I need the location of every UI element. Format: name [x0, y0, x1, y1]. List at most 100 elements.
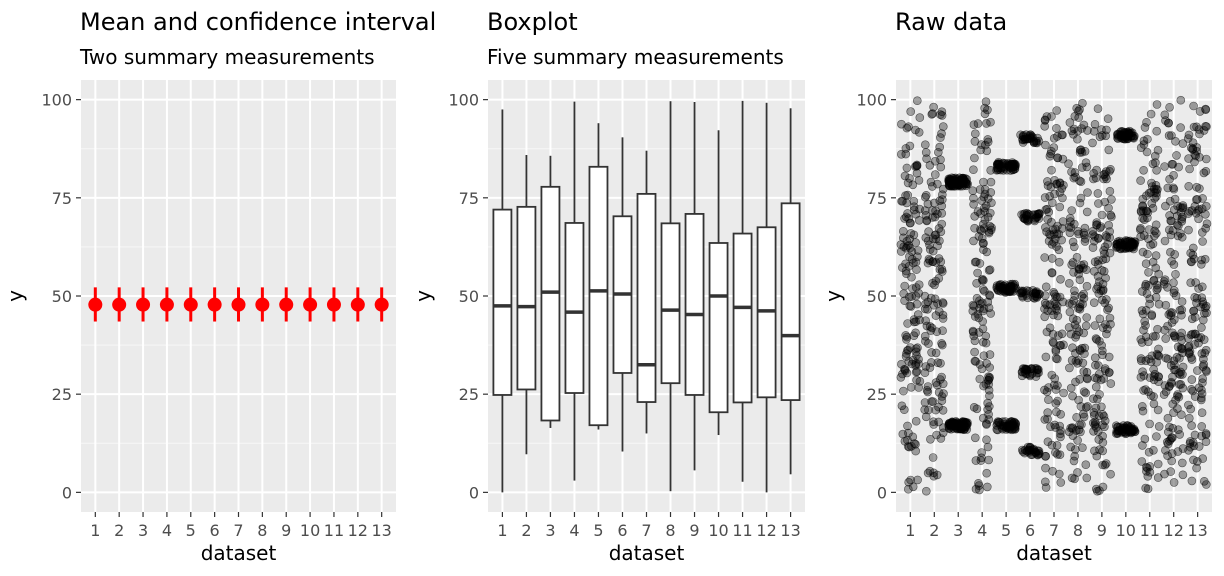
data-point: [1113, 422, 1122, 432]
data-point: [1080, 237, 1090, 246]
box-body: [492, 208, 513, 396]
data-point: [1079, 120, 1089, 130]
data-point: [931, 348, 941, 358]
data-point: [1201, 301, 1211, 311]
data-point: [1145, 419, 1154, 429]
data-point: [958, 417, 967, 427]
data-point: [1198, 237, 1207, 246]
data-point: [985, 391, 994, 401]
data-point: [933, 299, 942, 308]
data-point: [1139, 325, 1148, 335]
data-point: [1184, 348, 1194, 357]
data-point: [900, 171, 910, 181]
data-point: [1031, 291, 1040, 301]
data-point: [1174, 425, 1183, 435]
x-tick-label: 12: [1164, 521, 1184, 540]
data-point: [1023, 293, 1032, 303]
data-point: [1189, 441, 1199, 451]
data-point: [905, 243, 915, 253]
data-point: [1099, 374, 1108, 383]
data-point: [981, 97, 991, 106]
data-point: [907, 359, 917, 369]
data-point: [1164, 131, 1174, 140]
data-point: [979, 351, 989, 361]
data-point: [1052, 242, 1061, 251]
data-point: [999, 286, 1008, 296]
data-point: [905, 301, 915, 311]
data-point: [975, 185, 985, 194]
data-point: [1151, 331, 1160, 341]
data-point: [1144, 267, 1153, 277]
data-point: [1187, 421, 1196, 430]
data-point: [1142, 191, 1151, 200]
data-point: [927, 358, 936, 367]
data-point: [1197, 293, 1207, 303]
data-point: [896, 150, 906, 159]
points-dataset-4: [968, 97, 996, 495]
data-point: [1075, 145, 1085, 155]
data-point: [1058, 130, 1067, 140]
points-dataset-9: [1088, 104, 1116, 496]
data-point: [1130, 237, 1140, 247]
data-point: [1056, 478, 1066, 487]
data-point: [960, 176, 969, 186]
data-point: [1045, 323, 1055, 333]
data-point: [1198, 228, 1207, 237]
data-point: [980, 286, 989, 296]
y-axis-label: y: [3, 290, 27, 302]
data-point: [930, 170, 940, 179]
data-point: [1197, 259, 1206, 269]
data-point: [1083, 402, 1092, 411]
data-point: [1193, 457, 1202, 466]
data-point: [1100, 242, 1110, 252]
x-tick-label: 12: [348, 521, 368, 540]
y-tick-label: 0: [877, 483, 887, 502]
data-point: [1116, 130, 1126, 140]
data-point: [904, 240, 914, 250]
data-point: [915, 204, 924, 214]
data-point: [1197, 349, 1207, 358]
y-axis-label: y: [821, 290, 845, 302]
data-point: [1056, 426, 1065, 436]
data-point: [1150, 194, 1159, 203]
data-point: [921, 336, 930, 346]
data-point: [929, 420, 939, 429]
data-point: [1192, 293, 1202, 303]
data-point: [1094, 361, 1103, 370]
x-axis-label: dataset: [1016, 541, 1092, 565]
data-point: [927, 348, 936, 357]
data-point: [1049, 287, 1058, 297]
data-point: [1163, 451, 1172, 461]
data-point: [1043, 214, 1052, 224]
data-point: [1090, 257, 1100, 267]
data-point: [1146, 109, 1156, 119]
data-point: [898, 227, 908, 236]
data-point: [975, 374, 985, 384]
data-point: [1152, 285, 1162, 295]
data-point: [1149, 375, 1159, 385]
data-point: [1050, 289, 1059, 299]
data-point: [973, 119, 983, 128]
data-point: [899, 405, 909, 415]
data-point: [1097, 402, 1106, 412]
data-point: [1007, 417, 1017, 427]
data-point: [960, 422, 970, 432]
data-point: [927, 110, 937, 119]
data-point: [1160, 279, 1169, 289]
x-axis-label: dataset: [201, 541, 277, 565]
data-point: [1023, 369, 1032, 379]
data-point: [974, 478, 983, 488]
data-point: [1160, 381, 1170, 390]
data-point: [1051, 224, 1060, 234]
data-point: [1043, 437, 1053, 447]
data-point: [978, 317, 988, 326]
data-point: [1075, 420, 1084, 430]
data-point: [1047, 165, 1056, 175]
data-point: [914, 383, 924, 392]
data-point: [1081, 388, 1090, 398]
data-point: [1083, 126, 1092, 135]
chart-title: Raw data: [895, 8, 1007, 36]
data-point: [1072, 412, 1081, 422]
